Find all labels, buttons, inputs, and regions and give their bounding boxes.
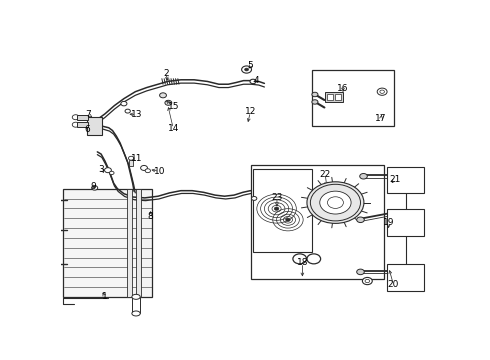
Text: 7: 7 [86,110,92,119]
Circle shape [160,93,167,98]
Circle shape [312,92,318,97]
Text: 20: 20 [388,280,399,289]
Circle shape [165,100,172,105]
Circle shape [104,168,111,173]
Circle shape [310,184,361,221]
Bar [312,69,393,126]
Bar [136,189,141,297]
Text: 2: 2 [163,69,169,78]
Circle shape [286,218,290,221]
Ellipse shape [132,294,140,299]
Ellipse shape [132,311,140,316]
Circle shape [377,88,387,95]
Circle shape [250,79,256,84]
Circle shape [360,174,368,179]
Text: 14: 14 [168,124,179,133]
Text: 1: 1 [102,292,108,301]
Text: 9: 9 [91,182,97,191]
Circle shape [72,122,79,127]
Bar [127,189,132,297]
Bar [327,94,333,100]
Text: 23: 23 [271,193,283,202]
Text: 6: 6 [84,125,90,134]
Text: 11: 11 [131,154,142,163]
Text: 10: 10 [153,167,165,176]
Circle shape [141,166,147,170]
Bar [335,94,341,100]
Text: 13: 13 [131,110,142,119]
Text: 12: 12 [245,107,256,116]
Bar [325,92,343,102]
Bar [129,159,133,166]
Bar [387,209,424,236]
Circle shape [312,100,318,104]
Circle shape [380,90,385,93]
Bar [387,167,424,193]
Bar [253,169,312,252]
Circle shape [357,217,364,222]
Circle shape [320,191,351,214]
Text: 4: 4 [254,76,260,85]
Text: 17: 17 [375,114,387,123]
Text: 16: 16 [337,84,349,93]
Circle shape [327,197,343,208]
Circle shape [274,207,279,210]
Circle shape [242,66,251,73]
Bar [77,115,88,120]
Text: 8: 8 [147,212,153,221]
Bar [251,165,384,279]
Circle shape [128,156,134,160]
Circle shape [145,169,150,173]
Circle shape [307,182,364,223]
Circle shape [365,279,369,283]
Circle shape [245,68,248,71]
Bar [63,189,152,297]
Text: 18: 18 [296,258,308,267]
Circle shape [251,197,257,201]
Circle shape [357,269,364,275]
Circle shape [121,102,127,106]
Circle shape [363,278,372,285]
Text: 22: 22 [319,170,331,179]
Circle shape [125,109,130,113]
Text: 21: 21 [389,175,400,184]
Bar [77,122,88,127]
Circle shape [72,115,79,120]
Text: 19: 19 [383,218,394,227]
Text: 5: 5 [247,62,253,71]
Circle shape [92,186,98,190]
Text: 3: 3 [98,165,104,174]
Circle shape [109,171,114,175]
Bar [132,297,140,314]
Text: 15: 15 [168,102,179,111]
Bar [87,117,101,135]
Bar [387,264,424,291]
